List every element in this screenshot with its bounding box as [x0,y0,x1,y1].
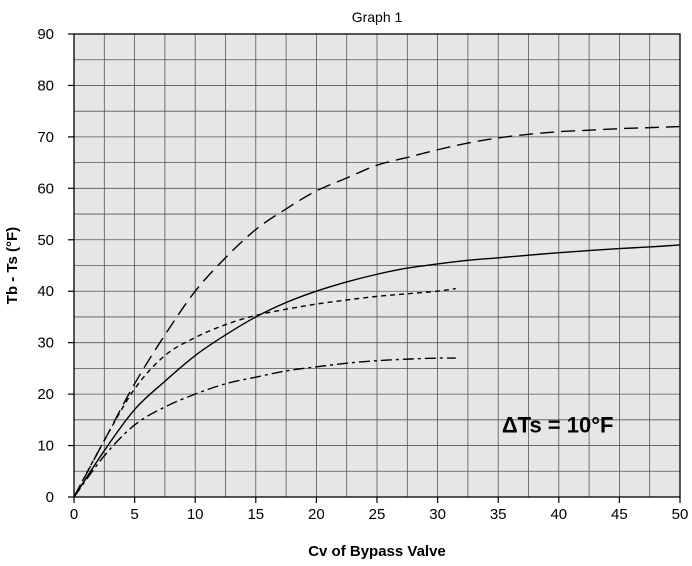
delta-ts-annotation: ΔTs = 10°F [502,413,614,438]
y-tick-label: 20 [37,386,54,403]
chart-title: Graph 1 [352,9,403,25]
y-tick-label: 50 [37,232,54,249]
x-tick-label: 5 [130,506,138,523]
x-tick-label: 10 [187,506,204,523]
x-tick-label: 35 [490,506,507,523]
axis-ticks: 0 5 10 15 20 25 30 35 40 45 50 0 10 20 30 40 50 60 70 80 90 [37,26,688,523]
series-line-long-dash [73,125,681,498]
x-axis-label: Cv of Bypass Valve [308,543,446,560]
series-line-dash-dot [73,357,456,498]
series-line-short-dash [73,287,456,498]
x-tick-label: 45 [611,506,628,523]
y-tick-label: 10 [37,438,54,455]
series-layer [73,125,681,498]
y-tick-label: 40 [37,283,54,300]
y-tick-label: 90 [37,26,54,43]
x-tick-label: 20 [308,506,325,523]
x-tick-label: 40 [550,506,567,523]
x-tick-label: 15 [247,506,264,523]
x-tick-label: 50 [672,506,689,523]
x-tick-label: 25 [369,506,386,523]
y-tick-label: 70 [37,129,54,146]
y-tick-label: 60 [37,180,54,197]
y-axis-label: Tb - Ts (°F) [4,227,21,304]
y-tick-label: 30 [37,335,54,352]
y-tick-label: 80 [37,77,54,94]
series-line-solid [73,244,681,498]
y-tick-label: 0 [46,489,54,506]
x-tick-label: 0 [70,506,78,523]
x-tick-label: 30 [429,506,446,523]
